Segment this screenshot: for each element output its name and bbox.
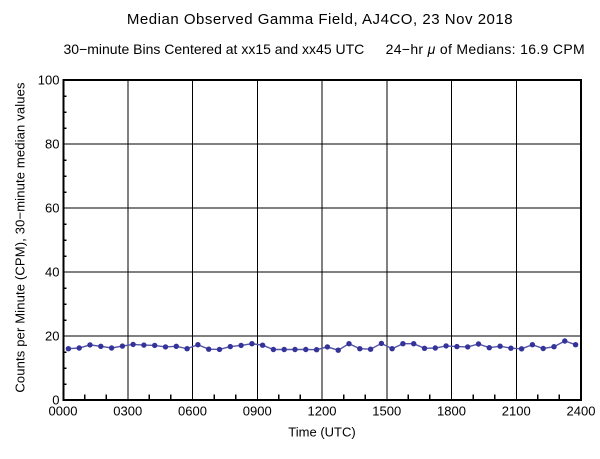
svg-text:0600: 0600 [178, 404, 207, 419]
svg-text:0: 0 [52, 392, 59, 407]
svg-text:30−minute Bins Centered at xx1: 30−minute Bins Centered at xx15 and xx45… [64, 41, 365, 57]
svg-text:1500: 1500 [372, 404, 401, 419]
svg-text:0300: 0300 [113, 404, 142, 419]
svg-text:2400: 2400 [567, 404, 596, 419]
svg-text:20: 20 [45, 328, 59, 343]
svg-text:60: 60 [45, 200, 59, 215]
svg-text:Median Observed Gamma Field, A: Median Observed Gamma Field, AJ4CO, 23 N… [127, 11, 513, 28]
svg-text:24−hr μ of Medians: 16.9 CPM: 24−hr μ of Medians: 16.9 CPM [386, 41, 585, 57]
svg-text:40: 40 [45, 264, 59, 279]
svg-text:0000: 0000 [49, 404, 78, 419]
svg-text:100: 100 [38, 72, 60, 87]
svg-text:0900: 0900 [243, 404, 272, 419]
svg-text:1200: 1200 [308, 404, 337, 419]
svg-text:Counts per Minute (CPM), 30−mi: Counts per Minute (CPM), 30−minute media… [13, 82, 28, 393]
svg-text:1800: 1800 [437, 404, 466, 419]
svg-text:2100: 2100 [502, 404, 531, 419]
svg-text:Time (UTC): Time (UTC) [288, 425, 355, 440]
svg-text:80: 80 [45, 136, 59, 151]
